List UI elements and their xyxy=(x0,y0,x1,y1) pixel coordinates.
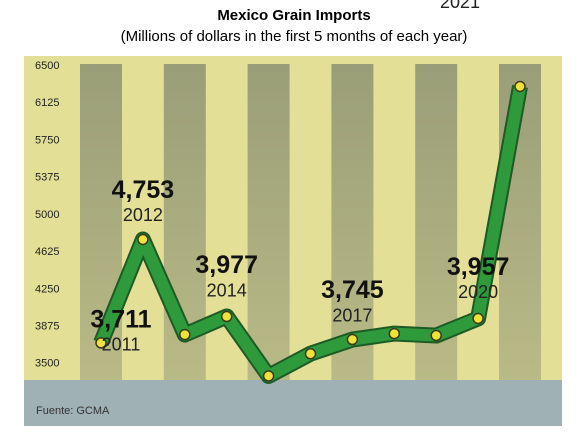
point xyxy=(472,312,484,325)
x-tick-label: 2014 xyxy=(207,280,247,300)
data-label: 3,977 xyxy=(195,251,258,279)
y-tick-label: 5750 xyxy=(35,134,59,146)
data-label: 3,711 xyxy=(90,306,151,334)
point xyxy=(514,80,526,93)
stripe xyxy=(331,64,374,380)
data-label: 3,745 xyxy=(321,276,384,304)
source: Fuente: GCMA xyxy=(36,405,110,417)
y-tick-label: 6500 xyxy=(35,60,59,72)
x-tick-label: 2017 xyxy=(332,305,372,325)
y-tick-label: 3875 xyxy=(35,321,59,333)
point xyxy=(179,328,191,341)
chart-subtitle: (Millions of dollars in the first 5 mont… xyxy=(121,28,468,45)
point xyxy=(220,310,233,323)
data-label: 3,957 xyxy=(447,253,510,281)
point xyxy=(388,327,401,340)
footer-band xyxy=(24,380,562,426)
x-tick-label: 2011 xyxy=(102,335,141,355)
point xyxy=(95,337,107,349)
y-tick-label: 5000 xyxy=(35,209,59,221)
point xyxy=(346,333,359,346)
point xyxy=(430,329,442,342)
data-label: 4,753 xyxy=(112,176,175,204)
stripe xyxy=(247,64,290,380)
y-tick-label: 3500 xyxy=(35,358,59,370)
x-tick-label: 2021 xyxy=(440,0,480,12)
point xyxy=(304,347,317,360)
y-tick-label: 5375 xyxy=(35,172,59,184)
stripes xyxy=(80,64,541,380)
point xyxy=(137,233,149,246)
y-tick-label: 6125 xyxy=(35,97,59,109)
x-tick-label: 2012 xyxy=(123,205,163,225)
y-tick-label: 4625 xyxy=(35,246,59,258)
x-tick-label: 2020 xyxy=(458,282,498,302)
y-tick-label: 4250 xyxy=(35,283,59,295)
chart-title: Mexico Grain Imports xyxy=(217,7,370,24)
point xyxy=(262,370,275,382)
